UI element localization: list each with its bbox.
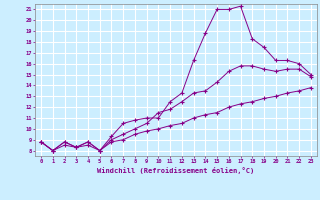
X-axis label: Windchill (Refroidissement éolien,°C): Windchill (Refroidissement éolien,°C) [97,167,255,174]
